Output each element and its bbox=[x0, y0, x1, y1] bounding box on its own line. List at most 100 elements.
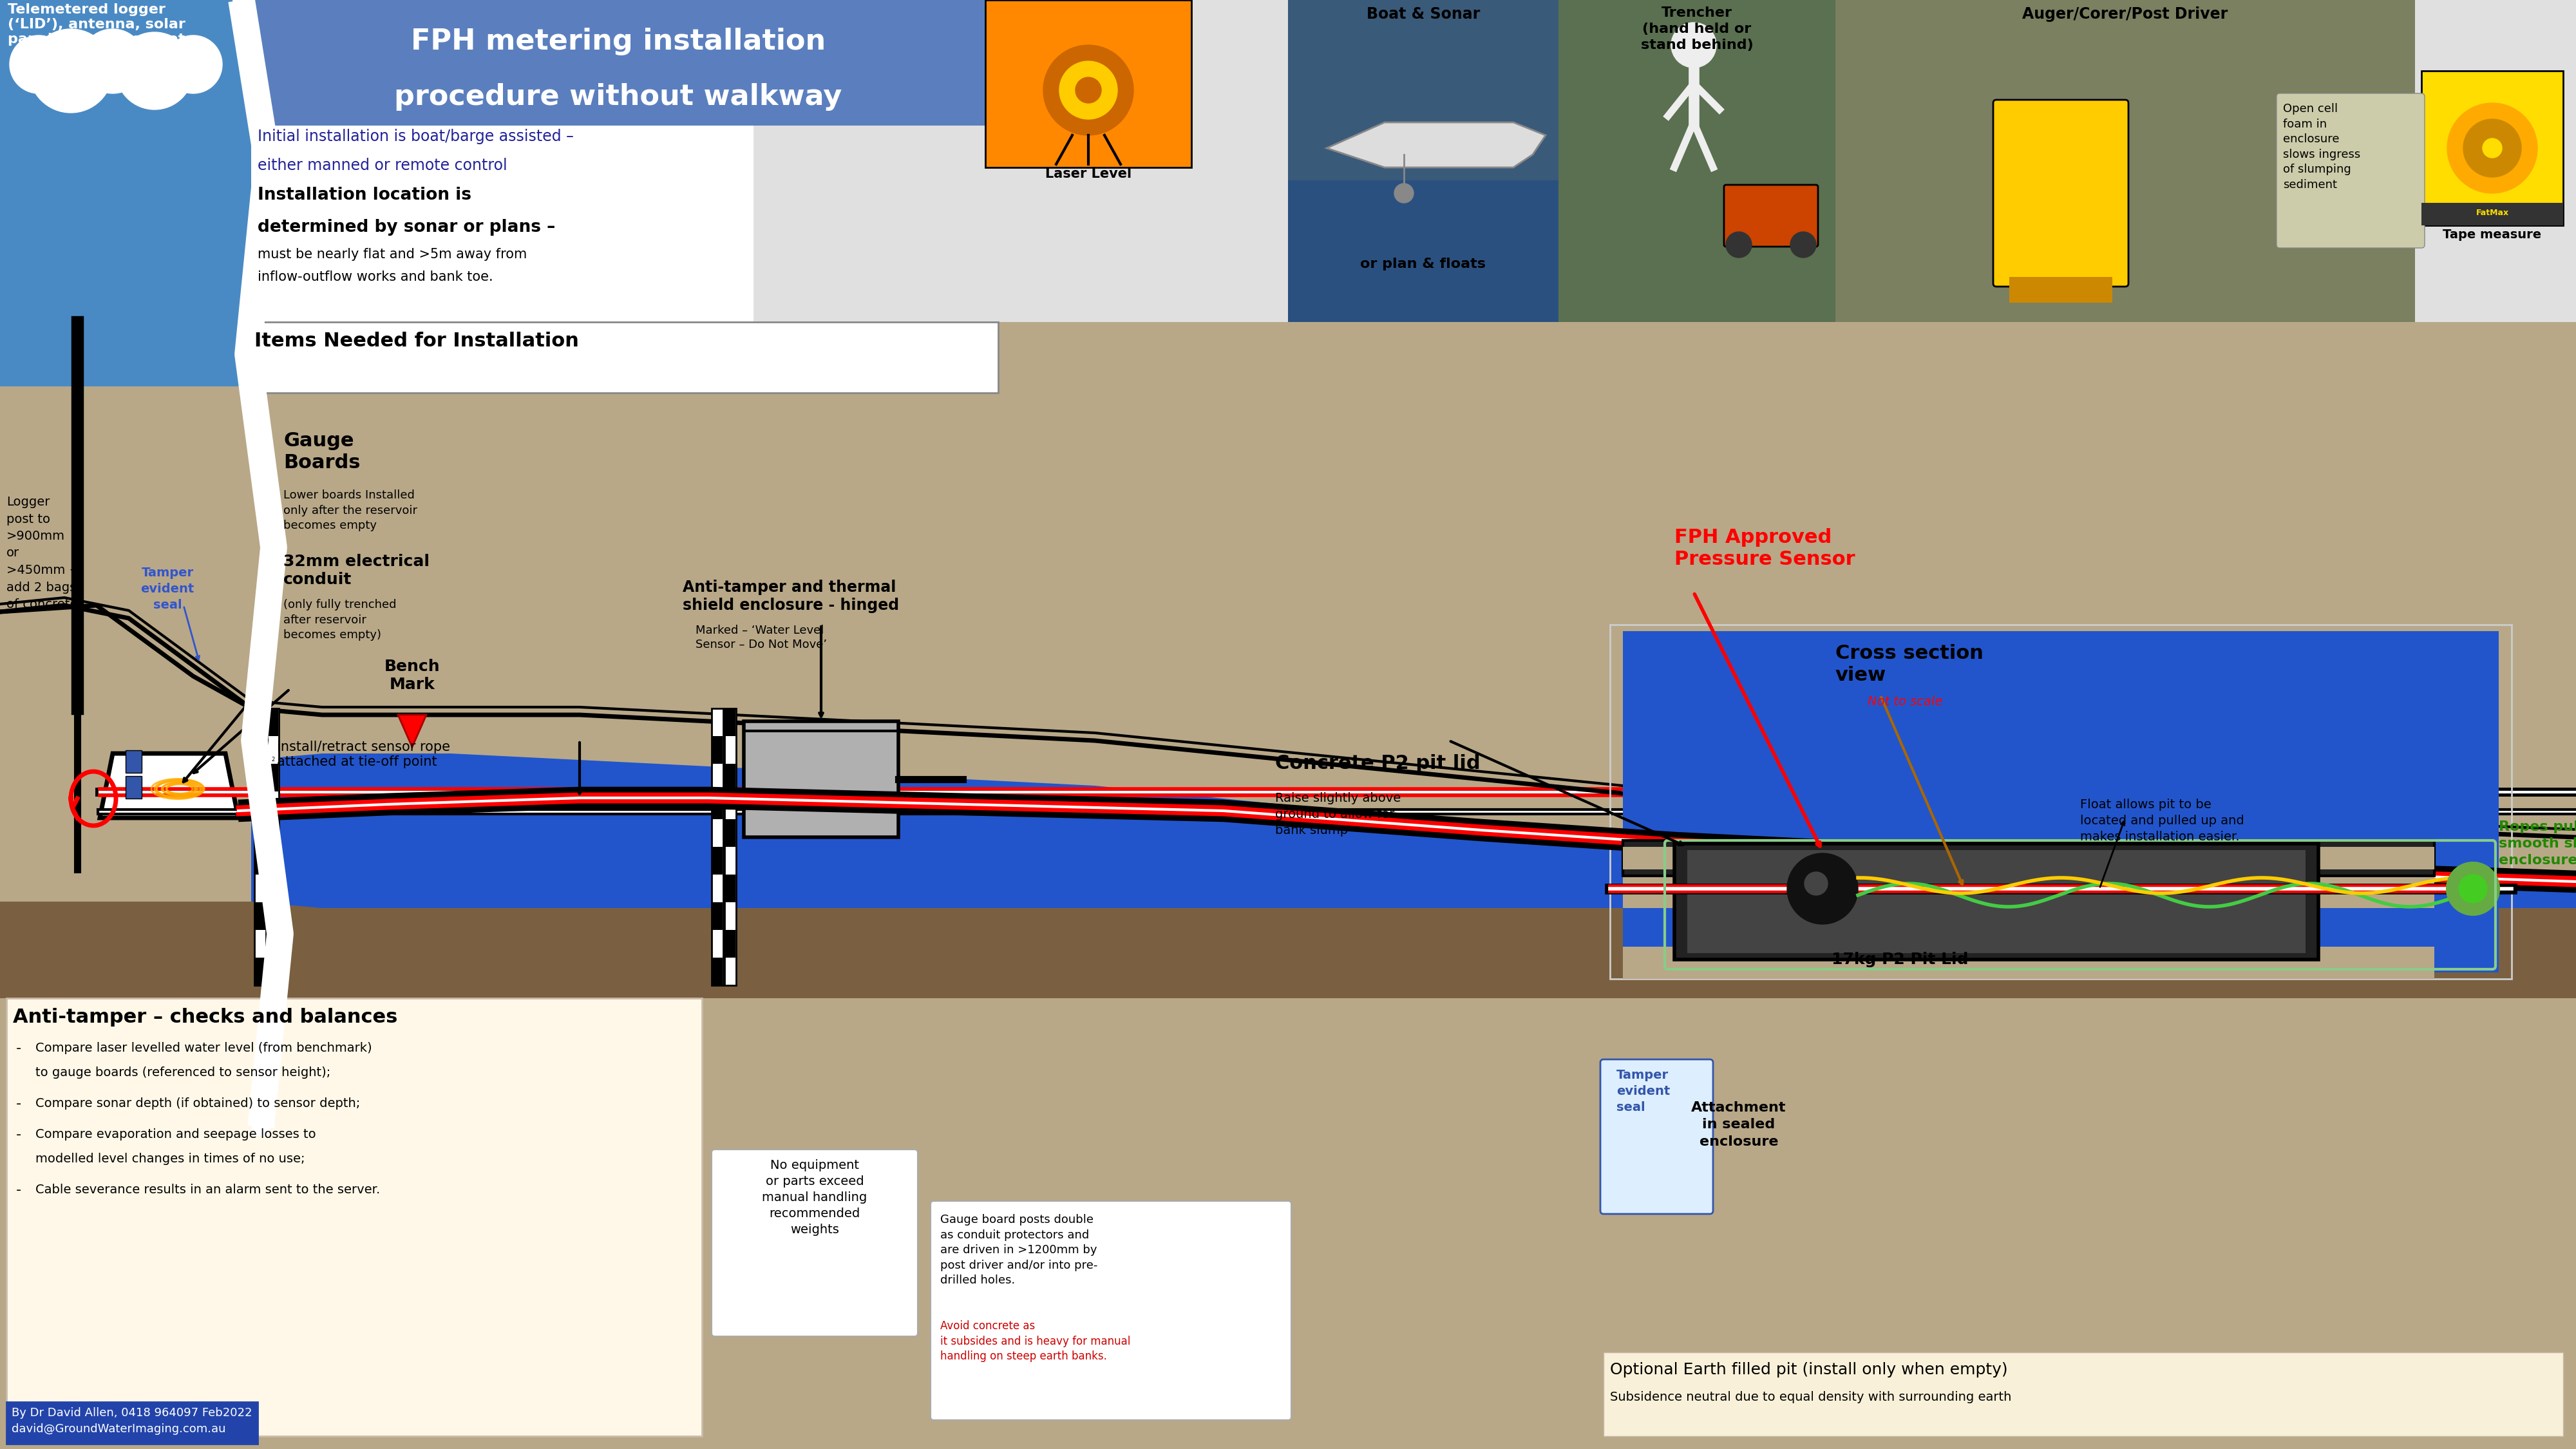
Text: -: - bbox=[15, 1184, 21, 1197]
Text: Marked – ‘Water Level
Sensor – Do Not Move’: Marked – ‘Water Level Sensor – Do Not Mo… bbox=[696, 625, 827, 651]
FancyBboxPatch shape bbox=[1687, 851, 2306, 953]
Text: Raise slightly above
ground to allow for
bank slump: Raise slightly above ground to allow for… bbox=[1275, 793, 1401, 836]
Bar bbox=[2009, 277, 2112, 303]
Text: Items Needed for Installation: Items Needed for Installation bbox=[255, 332, 580, 351]
Text: Boat & Sonar: Boat & Sonar bbox=[1365, 6, 1481, 22]
Text: Laser Level: Laser Level bbox=[1046, 168, 1131, 180]
Bar bbox=[0, 0, 252, 322]
FancyBboxPatch shape bbox=[5, 998, 701, 1436]
Text: install/retract sensor rope
attached at tie-off point: install/retract sensor rope attached at … bbox=[278, 740, 451, 768]
FancyBboxPatch shape bbox=[252, 0, 984, 126]
Text: Tamper
evident
seal: Tamper evident seal bbox=[1618, 1069, 1669, 1113]
Bar bbox=[252, 126, 752, 322]
FancyBboxPatch shape bbox=[711, 1149, 917, 1336]
Bar bbox=[711, 709, 724, 985]
Text: 10: 10 bbox=[258, 978, 263, 984]
Bar bbox=[711, 736, 721, 764]
Text: Logger
post to
>900mm
or
>450mm +
add 2 bags
of concrete: Logger post to >900mm or >450mm + add 2 … bbox=[5, 496, 80, 610]
Text: By Dr David Allen, 0418 964097 Feb2022
david@GroundWaterImaging.com.au: By Dr David Allen, 0418 964097 Feb2022 d… bbox=[13, 1407, 252, 1435]
Circle shape bbox=[28, 29, 113, 113]
Bar bbox=[0, 322, 2576, 1449]
Text: Compare evaporation and seepage losses to: Compare evaporation and seepage losses t… bbox=[36, 1129, 317, 1140]
Text: 2: 2 bbox=[258, 756, 263, 762]
Text: FPH metering installation: FPH metering installation bbox=[410, 28, 827, 55]
Text: Telemetered logger
(‘LID’), antenna, solar
panel, sensor vent, etc: Telemetered logger (‘LID’), antenna, sol… bbox=[8, 3, 193, 46]
Text: Gauge
Boards: Gauge Boards bbox=[283, 432, 361, 472]
Text: Anti-tamper – checks and balances: Anti-tamper – checks and balances bbox=[13, 1009, 397, 1026]
Text: must be nearly flat and >5m away from: must be nearly flat and >5m away from bbox=[258, 248, 528, 261]
Text: 6: 6 bbox=[270, 868, 276, 874]
Bar bbox=[726, 764, 737, 791]
Text: Compare sonar depth (if obtained) to sensor depth;: Compare sonar depth (if obtained) to sen… bbox=[36, 1097, 361, 1110]
Text: 8: 8 bbox=[270, 923, 276, 929]
FancyBboxPatch shape bbox=[1600, 1059, 1713, 1214]
Polygon shape bbox=[1327, 122, 1546, 168]
Bar bbox=[1288, 0, 1558, 322]
Bar bbox=[0, 387, 252, 998]
FancyBboxPatch shape bbox=[930, 1201, 1291, 1420]
Polygon shape bbox=[100, 753, 237, 817]
Circle shape bbox=[2458, 875, 2488, 903]
Bar bbox=[726, 709, 737, 736]
Bar bbox=[255, 736, 265, 764]
FancyBboxPatch shape bbox=[2421, 71, 2563, 226]
Bar bbox=[711, 791, 721, 819]
Bar bbox=[724, 709, 737, 985]
Text: Not to scale: Not to scale bbox=[1868, 696, 1942, 707]
Text: Cross section
view: Cross section view bbox=[1834, 643, 1984, 684]
Bar bbox=[1623, 869, 2434, 909]
Text: Optional Earth filled pit (install only when empty): Optional Earth filled pit (install only … bbox=[1610, 1362, 2007, 1378]
Bar bbox=[0, 0, 247, 998]
Circle shape bbox=[1788, 853, 1857, 924]
Bar bbox=[0, 0, 2576, 354]
Bar bbox=[252, 322, 2576, 998]
Text: Float allows pit to be
located and pulled up and
makes installation easier.: Float allows pit to be located and pulle… bbox=[2081, 798, 2244, 843]
Text: Lower boards Installed
only after the reservoir
becomes empty: Lower boards Installed only after the re… bbox=[283, 490, 417, 532]
Text: Tamper
evident
seal: Tamper evident seal bbox=[142, 567, 193, 611]
Text: Concrete P2 pit lid: Concrete P2 pit lid bbox=[1275, 753, 1481, 772]
Text: either manned or remote control: either manned or remote control bbox=[258, 158, 507, 174]
Text: -: - bbox=[15, 1042, 21, 1055]
Text: Attachment
in sealed
enclosure: Attachment in sealed enclosure bbox=[1692, 1101, 1785, 1148]
Bar bbox=[726, 875, 737, 903]
Text: 4: 4 bbox=[258, 811, 263, 817]
Text: Initial installation is boat/barge assisted –: Initial installation is boat/barge assis… bbox=[258, 129, 574, 145]
Text: Tape measure: Tape measure bbox=[2442, 229, 2543, 241]
Circle shape bbox=[1803, 872, 1829, 895]
Text: 8: 8 bbox=[258, 923, 263, 929]
Circle shape bbox=[1672, 23, 1716, 68]
Text: -: - bbox=[15, 1097, 21, 1110]
FancyBboxPatch shape bbox=[2277, 93, 2424, 248]
Text: determined by sonar or plans –: determined by sonar or plans – bbox=[258, 219, 556, 236]
Circle shape bbox=[1394, 184, 1414, 203]
Text: FatMax: FatMax bbox=[2476, 209, 2509, 217]
Bar bbox=[255, 791, 265, 819]
Text: procedure without walkway: procedure without walkway bbox=[394, 83, 842, 110]
Bar bbox=[255, 903, 265, 930]
Bar bbox=[726, 819, 737, 846]
Circle shape bbox=[165, 35, 222, 93]
Text: 2: 2 bbox=[270, 756, 276, 762]
Bar bbox=[255, 709, 265, 985]
Bar bbox=[1288, 180, 1558, 322]
FancyBboxPatch shape bbox=[252, 322, 999, 393]
Circle shape bbox=[2447, 864, 2499, 914]
Text: Compare laser levelled water level (from benchmark): Compare laser levelled water level (from… bbox=[36, 1042, 371, 1055]
Text: 17kg P2 Pit Lid: 17kg P2 Pit Lid bbox=[1832, 952, 1968, 968]
Text: Subsidence neutral due to equal density with surrounding earth: Subsidence neutral due to equal density … bbox=[1610, 1391, 2012, 1403]
FancyBboxPatch shape bbox=[1994, 100, 2128, 287]
Text: to gauge boards (referenced to sensor height);: to gauge boards (referenced to sensor he… bbox=[36, 1066, 330, 1078]
Bar bbox=[1623, 946, 2434, 980]
Text: 4: 4 bbox=[270, 811, 276, 817]
Circle shape bbox=[2483, 139, 2501, 158]
Bar bbox=[1834, 0, 2416, 322]
Bar bbox=[1623, 846, 2434, 869]
Bar bbox=[126, 777, 142, 798]
Bar bbox=[0, 0, 2576, 322]
Bar bbox=[0, 901, 2576, 998]
Text: Bench
Mark: Bench Mark bbox=[384, 659, 440, 693]
Bar bbox=[255, 958, 265, 985]
FancyBboxPatch shape bbox=[5, 1403, 258, 1443]
Bar bbox=[726, 930, 737, 958]
Text: Anti-tamper and thermal
shield enclosure - hinged: Anti-tamper and thermal shield enclosure… bbox=[683, 580, 899, 613]
